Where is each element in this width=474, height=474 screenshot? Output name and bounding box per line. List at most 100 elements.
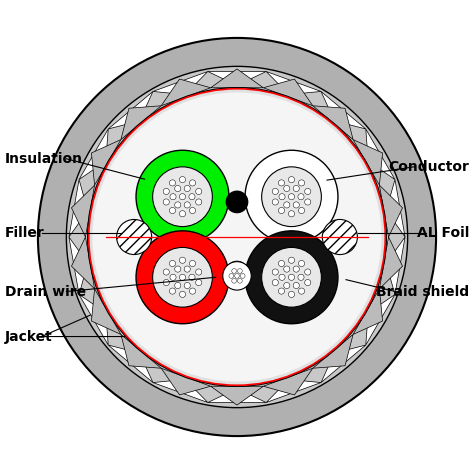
Circle shape [288,291,294,298]
Circle shape [293,185,300,191]
Polygon shape [353,289,383,335]
Circle shape [196,188,202,194]
Circle shape [170,194,176,200]
Text: Drain wire: Drain wire [5,284,86,299]
Circle shape [174,283,181,289]
Circle shape [88,88,386,386]
Circle shape [184,202,191,208]
Polygon shape [321,91,366,129]
Circle shape [163,188,169,194]
Polygon shape [208,389,266,402]
Circle shape [272,269,278,275]
Circle shape [169,208,175,214]
Circle shape [299,288,305,294]
Circle shape [245,231,338,324]
Circle shape [189,274,195,281]
Circle shape [279,274,285,281]
Circle shape [190,180,196,186]
Circle shape [288,177,294,183]
Polygon shape [264,79,313,106]
Circle shape [174,185,181,191]
Polygon shape [121,335,161,368]
Circle shape [169,260,175,266]
Polygon shape [313,106,353,139]
Circle shape [299,208,305,214]
Polygon shape [266,72,321,95]
Circle shape [169,180,175,186]
Circle shape [174,266,181,272]
Circle shape [235,273,239,278]
Polygon shape [321,345,366,383]
Circle shape [322,219,357,255]
Circle shape [184,283,191,289]
Circle shape [305,280,311,286]
Circle shape [262,167,321,227]
Circle shape [169,288,175,294]
Circle shape [305,188,311,194]
Circle shape [196,199,202,205]
Circle shape [66,66,408,408]
Circle shape [299,260,305,266]
Circle shape [272,188,278,194]
Circle shape [293,266,300,272]
Circle shape [283,283,290,289]
Polygon shape [72,237,95,289]
Polygon shape [379,185,402,237]
Text: Jacket: Jacket [5,329,53,344]
Circle shape [163,199,169,205]
Circle shape [179,177,186,183]
Polygon shape [153,72,208,95]
Circle shape [237,278,242,283]
Polygon shape [161,368,210,395]
Circle shape [179,194,186,200]
Circle shape [163,280,169,286]
Circle shape [293,283,300,289]
Polygon shape [108,91,153,129]
Polygon shape [353,139,383,185]
Circle shape [262,247,321,307]
Circle shape [288,211,294,217]
Circle shape [283,202,290,208]
Polygon shape [121,106,161,139]
Circle shape [278,260,284,266]
Polygon shape [386,180,405,237]
Circle shape [136,150,229,243]
Circle shape [288,194,294,200]
Circle shape [232,269,237,273]
Polygon shape [210,69,264,88]
Circle shape [298,274,304,281]
Text: Braid shield: Braid shield [376,284,469,299]
Text: Filler: Filler [5,226,45,240]
Circle shape [163,269,169,275]
Polygon shape [91,139,121,185]
Polygon shape [161,79,210,106]
Circle shape [229,273,234,278]
Polygon shape [72,185,95,237]
Circle shape [190,260,196,266]
Circle shape [179,291,186,298]
Circle shape [153,247,212,307]
Circle shape [305,199,311,205]
Circle shape [184,185,191,191]
Polygon shape [210,386,264,405]
Circle shape [288,257,294,264]
Circle shape [232,278,237,283]
Circle shape [288,274,294,281]
Polygon shape [386,237,405,294]
Circle shape [278,288,284,294]
Circle shape [305,269,311,275]
Circle shape [117,219,152,255]
Circle shape [226,191,248,213]
Circle shape [136,231,229,324]
Polygon shape [379,237,402,289]
Polygon shape [79,294,108,345]
Circle shape [298,194,304,200]
Circle shape [245,150,338,243]
Circle shape [92,92,382,382]
Circle shape [278,180,284,186]
Circle shape [283,266,290,272]
Polygon shape [366,129,395,180]
Polygon shape [313,335,353,368]
Circle shape [190,288,196,294]
Circle shape [179,211,186,217]
